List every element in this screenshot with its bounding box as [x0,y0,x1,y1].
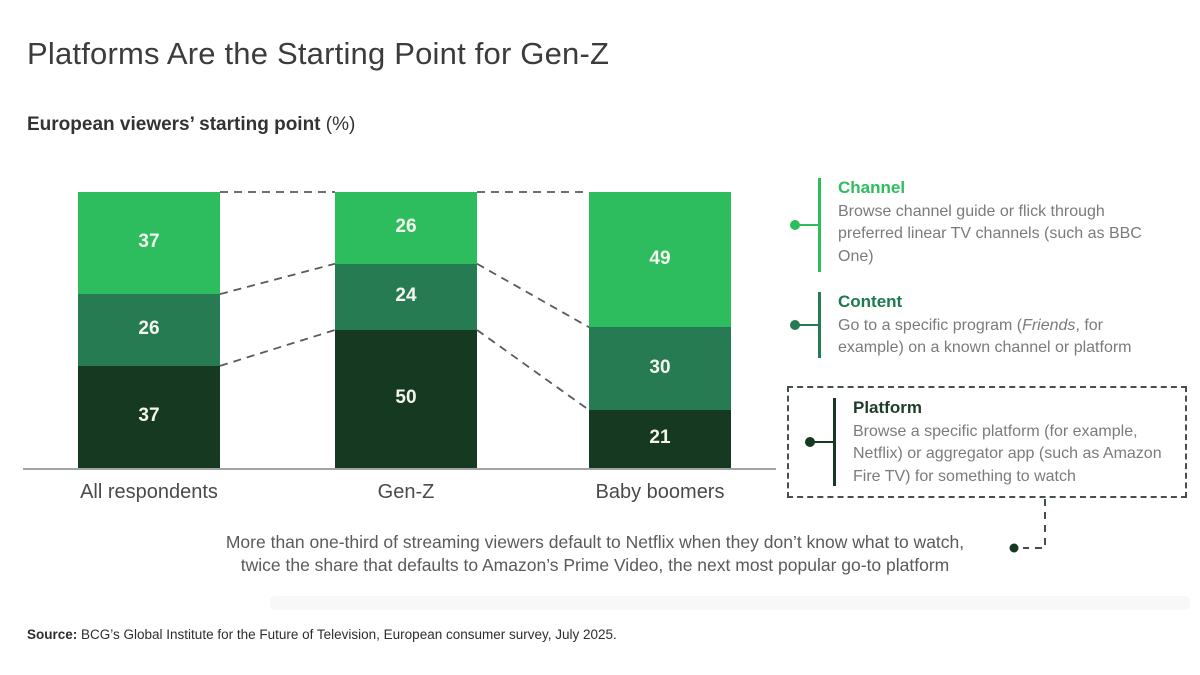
bar-value-label: 30 [649,356,671,378]
bar-segment-channel-2: 26 [335,192,477,264]
chart-subtitle: European viewers’ starting point (%) [27,114,355,136]
legend-title-content: Content [838,292,903,311]
channel-dot-icon [790,220,800,230]
source-line: Source: BCG’s Global Institute for the F… [27,627,617,642]
platform-dot-icon [805,437,815,447]
legend-marker-content [790,292,838,358]
content-desc-pre: Go to a specific program ( [838,317,1023,335]
content-desc-italic: Friends [1022,317,1076,335]
channel-tick-icon [799,224,819,226]
source-text: BCG’s Global Institute for the Future of… [77,627,617,642]
bar-segment-content-3: 30 [589,327,731,411]
bar-value-label: 26 [395,215,417,237]
bar-segment-platform-1: 37 [78,365,220,468]
bar-segment-content-2: 24 [335,263,477,330]
category-label-1: All respondents [80,481,218,503]
bar-value-label: 50 [395,387,417,408]
bar-value-label: 26 [138,317,160,339]
legend-text-platform: Platform Browse a specific platform (for… [853,398,1185,488]
content-desc-post: , for example) on a known channel or pla… [838,317,1132,357]
annotation-line-1: More than one-third of streaming viewers… [225,532,965,552]
bar-value-label: 24 [395,284,417,306]
bar-value-label: 37 [138,404,160,426]
category-label-2: Gen-Z [377,481,435,503]
chart-subtitle-text: European viewers’ starting point [27,114,321,135]
legend-desc-content: Go to a specific program (Friends, for e… [838,315,1170,359]
legend-desc-channel: Browse channel guide or flick through pr… [838,203,1142,265]
legend-text-content: Content Go to a specific program (Friend… [838,292,1170,360]
legend-marker-channel [790,178,838,272]
legend-title-platform: Platform [853,398,922,417]
content-dot-icon [790,320,800,330]
bar-segment-platform-3: 21 [589,410,731,468]
bar-value-label: 21 [649,427,671,448]
bar-connector-dashed-line [476,262,590,329]
x-axis-line [23,468,776,470]
legend-desc-platform: Browse a specific platform (for example,… [853,423,1162,485]
bar-segment-channel-1: 37 [78,192,220,295]
page-title: Platforms Are the Starting Point for Gen… [27,36,610,71]
category-label-3: Baby boomers [595,481,725,503]
platform-tick-icon [814,441,834,443]
channel-line-icon [818,178,821,272]
legend-box-platform: Platform Browse a specific platform (for… [787,386,1187,498]
content-line-icon [818,292,821,358]
bar-value-label: 37 [138,231,160,253]
legend-marker-platform [805,398,853,486]
legend-item-platform: Platform Browse a specific platform (for… [805,398,1177,486]
source-label: Source: [27,627,78,642]
annotation-line-2: twice the share that defaults to Amazon’… [240,555,950,576]
bar-value-label: 49 [649,247,671,269]
annotation-callout: More than one-third of streaming viewers… [145,531,1045,578]
chart-subtitle-unit: (%) [320,114,356,135]
platform-line-icon [833,398,836,486]
bar-segment-content-1: 26 [78,294,220,366]
bar-connector-dashed-line [219,262,336,295]
bar-segment-platform-2: 50 [335,330,477,468]
legend-title-channel: Channel [838,178,906,197]
bar-segment-channel-3: 49 [589,192,731,328]
legend-text-channel: Channel Browse channel guide or flick th… [838,178,1170,268]
bar-connector-dashed-line [219,329,336,367]
content-tick-icon [799,324,819,326]
background-shadow-band [270,596,1190,610]
bar-connector-dashed-line [476,329,590,411]
